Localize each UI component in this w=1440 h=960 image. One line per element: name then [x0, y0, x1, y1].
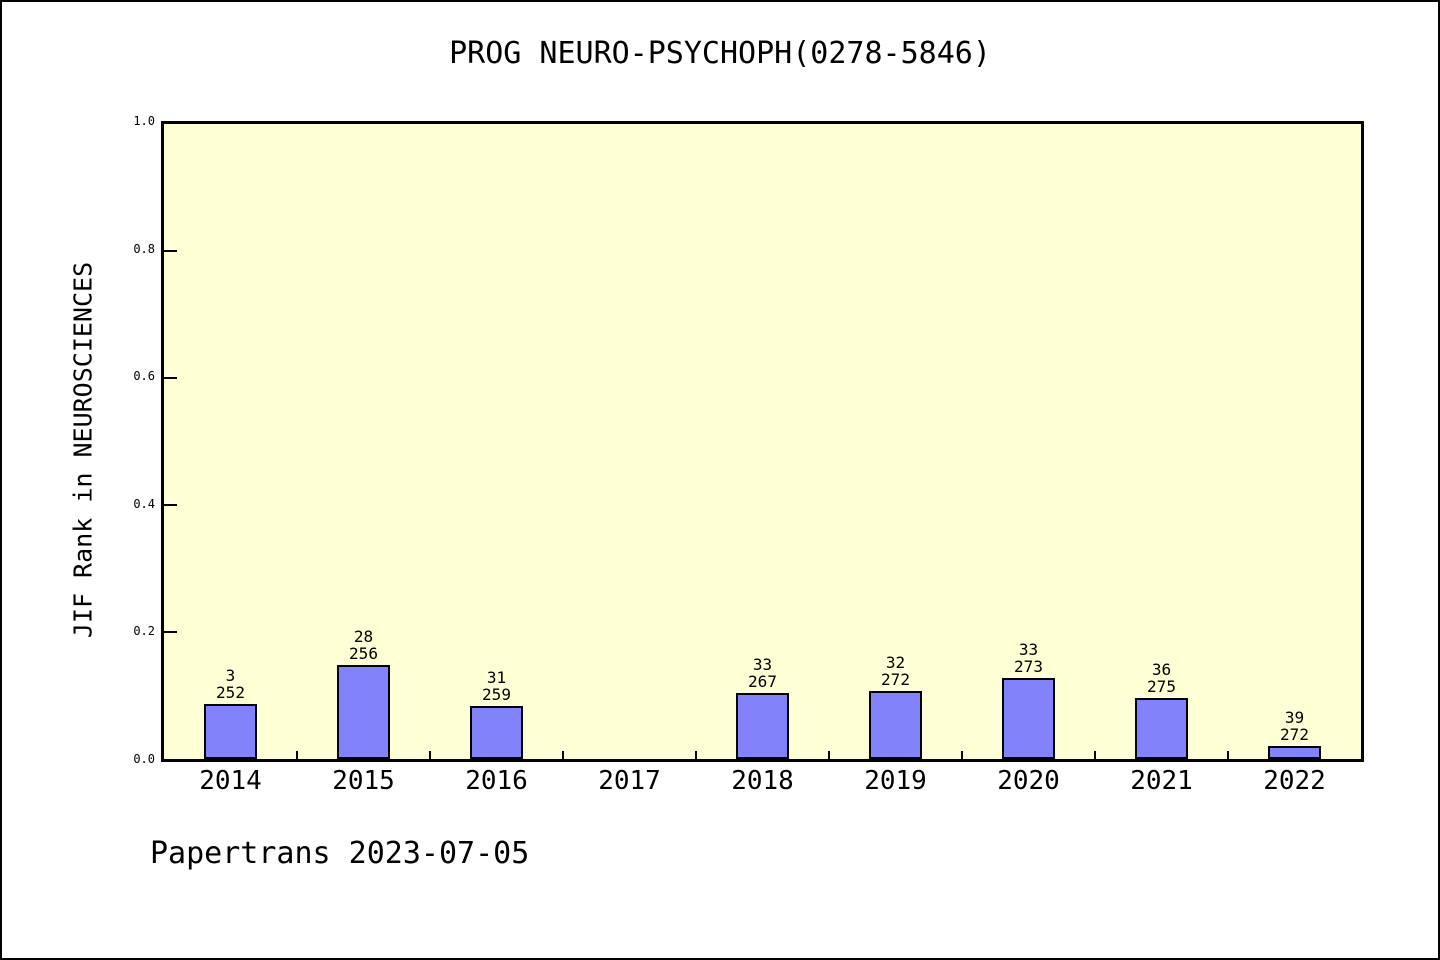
watermark-text: Papertrans 2023-07-05	[150, 836, 530, 871]
bar-value-label: 3 252	[181, 667, 281, 701]
bar-total-value: 267	[748, 672, 777, 691]
plot-area: 3 252 28 256 31 259 33 267 32 272 33 273 36 275 39 272	[161, 121, 1364, 762]
bar-2019	[869, 691, 922, 759]
bar-total-value: 272	[881, 670, 910, 689]
x-tick-mark	[1227, 751, 1229, 759]
bar-rank-value: 31	[486, 668, 507, 687]
bar-value-label: 31 259	[447, 669, 547, 703]
y-tick-label: 0.2	[133, 624, 155, 639]
y-tick-label: 0.0	[133, 752, 155, 766]
bar-rank-value: 36	[1151, 660, 1172, 679]
y-tick-mark	[164, 504, 177, 506]
bar-rank-value: 3	[225, 666, 236, 685]
bar-rank-value: 33	[752, 655, 773, 674]
x-tick-label-2019: 2019	[864, 766, 927, 796]
x-tick-label-2022: 2022	[1263, 766, 1326, 796]
bar-2014	[204, 704, 257, 759]
bar-value-label: 33 273	[979, 641, 1079, 675]
y-tick-label: 0.4	[133, 496, 155, 511]
y-axis-title: JIF Rank in NEUROSCIENCES	[68, 261, 98, 639]
y-tick-mark	[164, 250, 177, 252]
bar-total-value: 259	[482, 685, 511, 704]
bar-2022	[1268, 746, 1321, 759]
x-tick-mark	[961, 751, 963, 759]
x-tick-mark	[296, 751, 298, 759]
x-tick-label-2016: 2016	[465, 766, 528, 796]
x-tick-mark	[429, 751, 431, 759]
bar-2020	[1002, 678, 1055, 759]
bar-total-value: 275	[1147, 677, 1176, 696]
y-tick-mark	[164, 631, 177, 633]
x-tick-mark	[1094, 751, 1096, 759]
bar-value-label: 28 256	[314, 628, 414, 662]
x-tick-label-2020: 2020	[997, 766, 1060, 796]
x-tick-mark	[562, 751, 564, 759]
bar-value-label: 39 272	[1245, 709, 1345, 743]
x-tick-label-2021: 2021	[1130, 766, 1193, 796]
bar-rank-value: 39	[1284, 708, 1305, 727]
y-tick-mark	[164, 377, 177, 379]
bar-total-value: 252	[216, 683, 245, 702]
x-tick-mark	[828, 751, 830, 759]
bar-total-value: 256	[349, 644, 378, 663]
y-tick-label: 0.8	[133, 241, 155, 256]
bar-rank-value: 32	[885, 653, 906, 672]
bar-2016	[470, 706, 523, 759]
bar-value-label: 33 267	[713, 656, 813, 690]
bar-2018	[736, 693, 789, 759]
x-tick-label-2015: 2015	[332, 766, 395, 796]
x-tick-label-2014: 2014	[199, 766, 262, 796]
bar-total-value: 273	[1014, 657, 1043, 676]
x-tick-label-2018: 2018	[731, 766, 794, 796]
x-tick-label-2017: 2017	[598, 766, 661, 796]
chart-title: PROG NEURO-PSYCHOPH(0278-5846)	[449, 36, 991, 71]
bar-rank-value: 33	[1018, 640, 1039, 659]
bar-value-label: 36 275	[1112, 661, 1212, 695]
y-tick-label: 1.0	[133, 114, 155, 128]
y-tick-label: 0.6	[133, 369, 155, 384]
bar-2021	[1135, 698, 1188, 759]
x-tick-mark	[695, 751, 697, 759]
bar-total-value: 272	[1280, 725, 1309, 744]
bar-2015	[337, 665, 390, 759]
bar-value-label: 32 272	[846, 654, 946, 688]
bar-rank-value: 28	[353, 627, 374, 646]
